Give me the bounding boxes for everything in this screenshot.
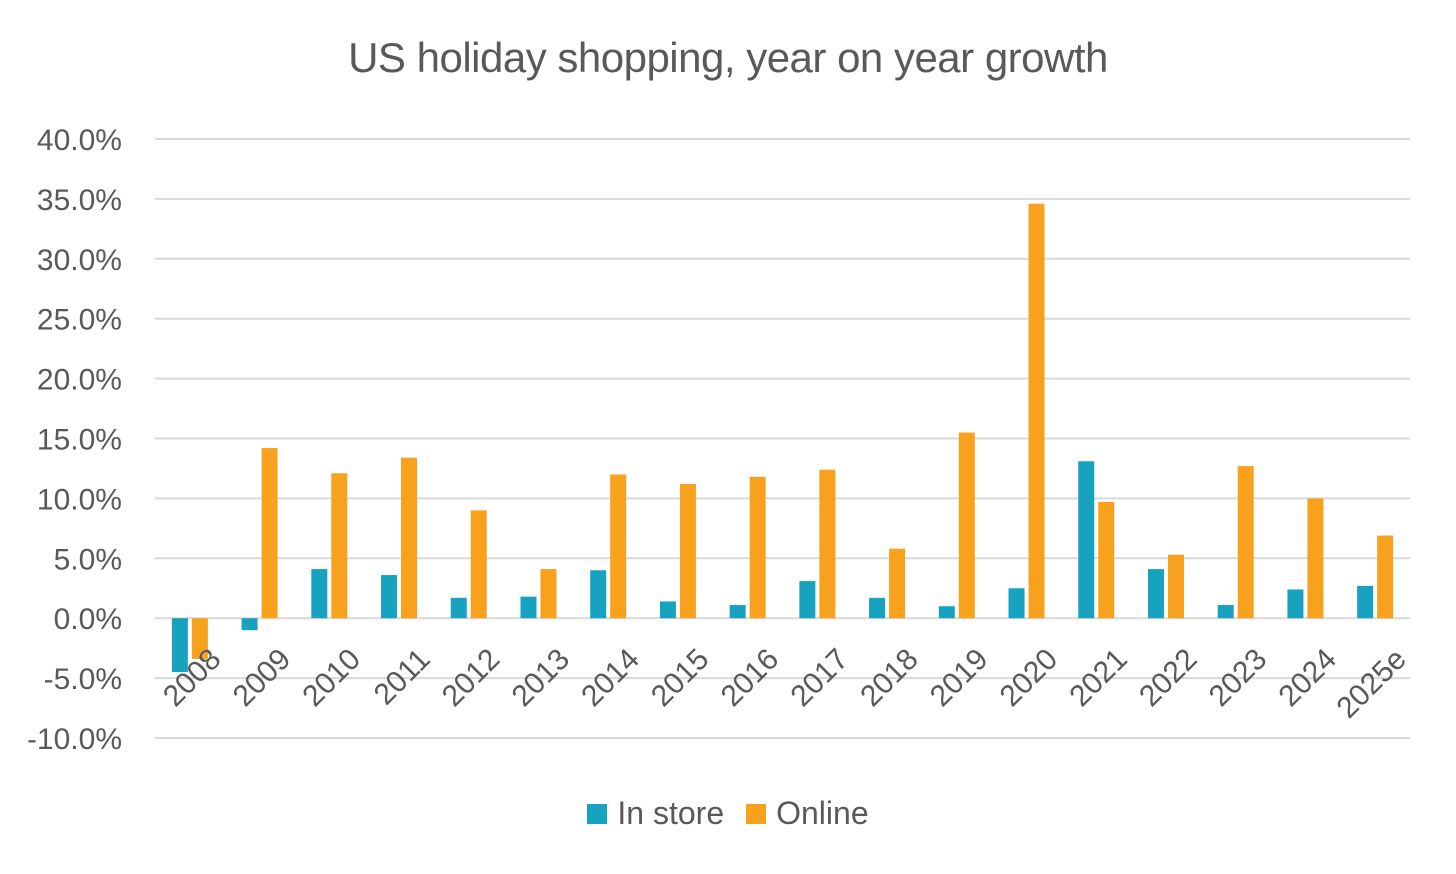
y-tick-label: -10.0%: [27, 723, 122, 756]
bar-online-2014: [610, 474, 627, 619]
bar-online-2024: [1307, 498, 1324, 619]
bar-online-2025e: [1377, 535, 1394, 619]
bar-online-2016: [749, 476, 766, 619]
legend-swatch-in-store: [587, 803, 608, 824]
bar-online-2015: [679, 484, 696, 619]
bar-online-2008: [191, 618, 208, 659]
y-tick-label: 15.0%: [37, 424, 122, 457]
bar-in-store-2016: [729, 605, 746, 619]
bar-in-store-2012: [450, 597, 467, 619]
bar-online-2022: [1167, 554, 1184, 619]
x-tick-label: 2025e: [1330, 643, 1412, 725]
bar-in-store-2020: [1008, 588, 1025, 619]
bar-online-2019: [958, 432, 975, 619]
bar-online-2012: [470, 510, 487, 619]
bar-online-2013: [540, 569, 557, 619]
y-tick-label: 0.0%: [54, 603, 122, 636]
bar-in-store-2015: [659, 601, 676, 619]
y-tick-label: 30.0%: [37, 244, 122, 277]
bar-in-store-2009: [241, 618, 258, 631]
bar-online-2011: [401, 457, 418, 619]
bar-online-2017: [819, 469, 836, 619]
legend-item-online: Online: [746, 795, 869, 832]
chart-title: US holiday shopping, year on year growth: [348, 34, 1108, 81]
y-tick-label: 25.0%: [37, 304, 122, 337]
bar-in-store-2023: [1217, 605, 1234, 619]
bar-in-store-2008: [171, 618, 188, 673]
bar-in-store-2010: [311, 569, 328, 619]
bar-online-2020: [1028, 203, 1045, 619]
bar-online-2021: [1098, 501, 1115, 619]
y-tick-label: 35.0%: [37, 184, 122, 217]
legend: In store Online: [0, 795, 1456, 832]
legend-item-in-store: In store: [587, 795, 724, 832]
y-tick-label: -5.0%: [44, 663, 122, 696]
legend-swatch-online: [746, 803, 767, 824]
bar-online-2009: [261, 448, 278, 619]
bar-in-store-2017: [799, 581, 816, 619]
y-tick-label: 20.0%: [37, 364, 122, 397]
bar-in-store-2011: [381, 575, 398, 619]
bar-in-store-2014: [590, 570, 607, 619]
bar-online-2010: [331, 473, 348, 619]
bar-online-2023: [1237, 466, 1254, 619]
y-tick-label: 5.0%: [54, 543, 122, 576]
y-tick-label: 10.0%: [37, 483, 122, 516]
bar-in-store-2019: [938, 606, 955, 619]
bar-in-store-2024: [1287, 589, 1304, 619]
bar-in-store-2013: [520, 596, 537, 619]
bar-online-2018: [889, 548, 906, 619]
bar-in-store-2021: [1078, 461, 1095, 619]
legend-label-online: Online: [776, 795, 869, 831]
bar-in-store-2018: [869, 597, 886, 619]
y-tick-label: 40.0%: [37, 124, 122, 157]
legend-label-in-store: In store: [617, 795, 725, 831]
x-tick-label: 2011: [368, 643, 437, 712]
bar-in-store-2022: [1147, 569, 1164, 619]
bar-in-store-2025e: [1357, 585, 1374, 619]
